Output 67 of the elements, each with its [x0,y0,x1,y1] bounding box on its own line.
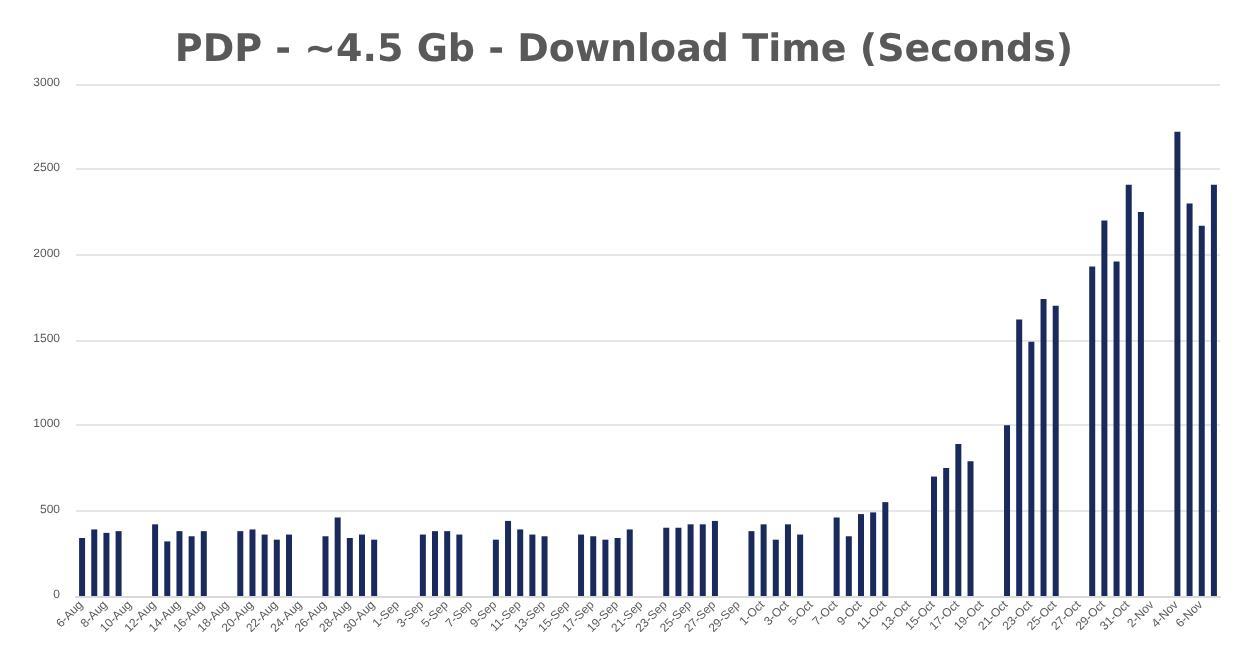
bar [931,476,937,596]
bar [1113,261,1120,596]
bar [432,531,439,596]
bar [699,524,706,596]
bar [870,512,877,596]
bar [505,520,512,596]
bar [602,539,609,596]
bar [578,534,585,596]
bar [273,539,280,596]
bar [492,539,499,596]
bar [626,529,633,596]
bar [857,514,864,596]
bar [419,534,426,596]
bar [833,517,840,596]
bar [456,534,463,596]
bar [371,539,378,596]
bar [967,461,974,596]
bar [91,529,98,596]
bar [529,534,536,596]
bar [1198,225,1205,596]
bar [1101,220,1108,596]
bar [249,529,256,596]
bar [614,537,621,596]
bar [955,444,962,596]
bar [1137,212,1144,596]
bar [346,537,353,596]
bar [772,539,779,596]
bar [334,517,341,596]
bar [1125,184,1132,596]
bar [1210,184,1217,596]
bar [760,524,767,596]
bar [1089,266,1096,596]
bar [444,531,451,596]
bar [176,531,183,596]
bar [1016,319,1023,596]
bar [663,527,670,596]
bar [541,536,548,596]
bar [797,534,804,596]
bar [285,534,292,596]
bar [943,468,950,596]
bar [115,531,122,596]
bar [200,531,207,596]
bar [164,541,171,596]
bar [1174,131,1181,596]
bar [237,531,244,596]
bar [103,532,110,596]
bar [687,524,694,596]
bar [79,537,86,596]
bar [188,536,195,596]
bar [675,527,682,596]
bar [1028,341,1035,596]
bar [359,534,365,596]
bar [1040,299,1047,596]
bar [261,534,268,596]
bar [152,524,159,596]
bar [517,529,524,596]
bar [1186,203,1193,596]
bar [711,520,718,596]
chart-title: PDP - ~4.5 Gb - Download Time (Seconds) [174,27,1074,71]
bar [1052,305,1059,596]
bar [590,536,597,596]
bar [784,524,791,596]
bar [845,536,852,596]
bar [748,531,755,596]
bar [322,536,329,596]
bar [1004,425,1011,596]
bar [882,502,889,596]
